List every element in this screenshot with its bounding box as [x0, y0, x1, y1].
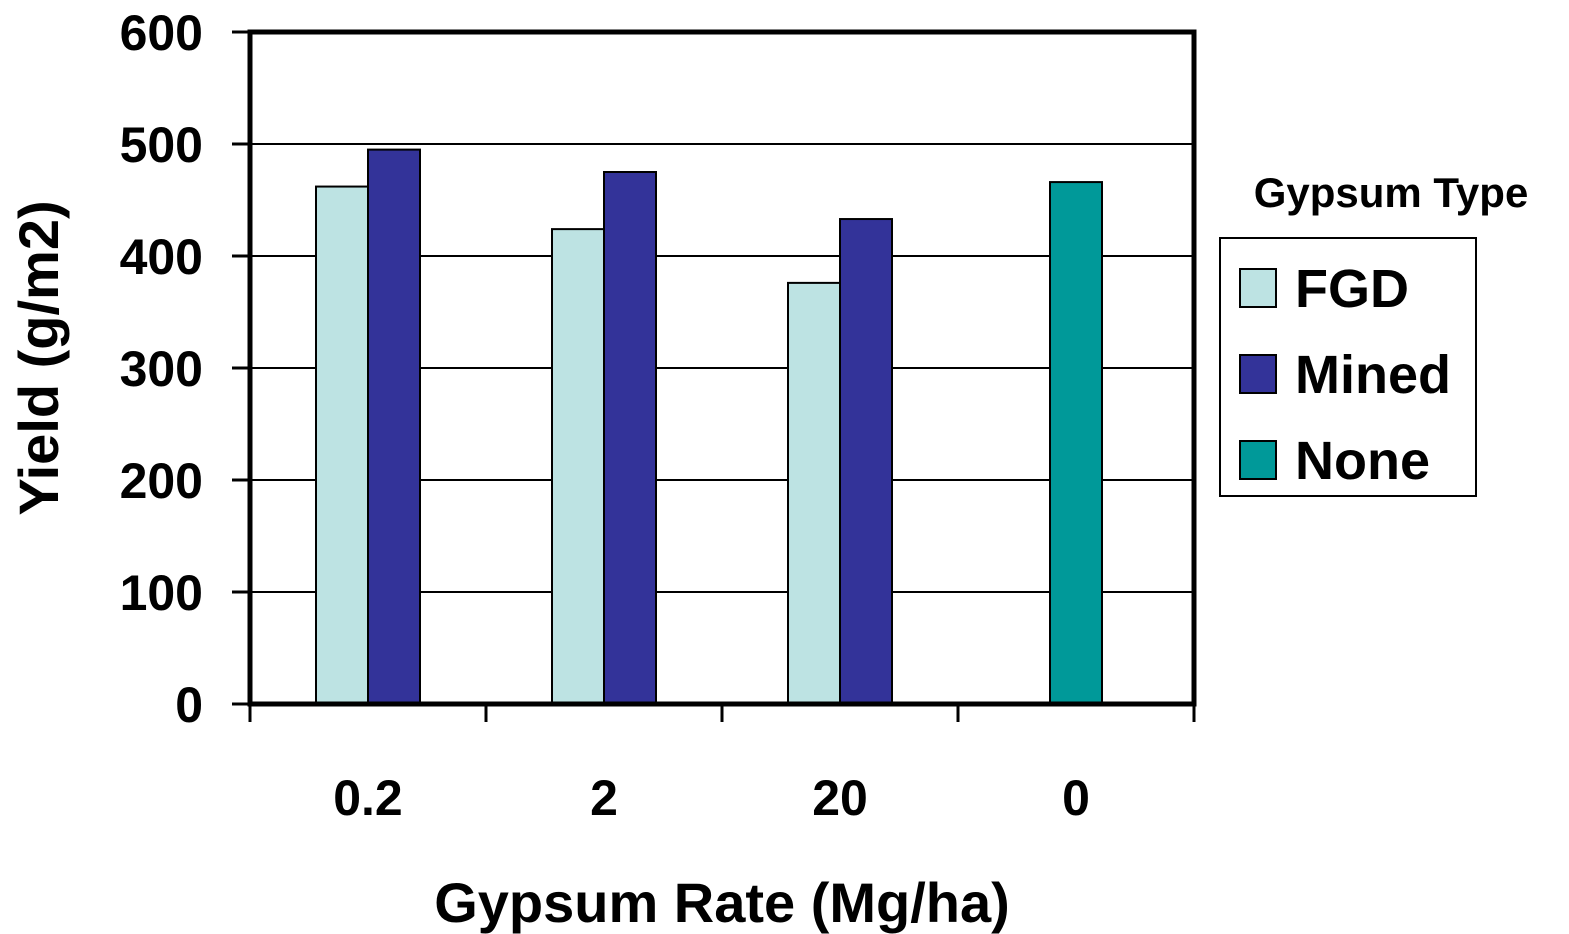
bar-none-0	[1049, 181, 1103, 705]
bar-fgd-20	[787, 281, 841, 705]
legend-label-fgd: FGD	[1295, 259, 1409, 319]
bar-mined-0.2	[367, 148, 421, 706]
y-tick-label: 400	[120, 229, 203, 285]
legend-items: FGD Mined None	[1239, 259, 1451, 491]
bars	[315, 148, 1103, 706]
x-axis-label: Gypsum Rate (Mg/ha)	[434, 871, 1010, 934]
y-tick-labels: 0 100 200 300 400 500 600	[120, 5, 203, 733]
x-tick-label: 0.2	[333, 770, 403, 826]
x-tick-label: 20	[812, 770, 868, 826]
legend-swatch-mined	[1239, 354, 1277, 394]
legend: Gypsum Type FGD Mined None	[1219, 169, 1529, 497]
bar-mined-2	[603, 171, 657, 705]
axis-ticks	[232, 30, 1196, 722]
x-tick-label: 0	[1062, 770, 1090, 826]
x-tick-label: 2	[590, 770, 618, 826]
bar-mined-20	[839, 218, 893, 705]
y-axis-label: Yield (g/m2)	[7, 200, 70, 515]
y-tick-label: 500	[120, 117, 203, 173]
y-tick-label: 200	[120, 453, 203, 509]
legend-label-none: None	[1295, 431, 1430, 491]
y-tick-label: 0	[175, 677, 203, 733]
legend-swatch-none	[1239, 440, 1277, 480]
legend-label-mined: Mined	[1295, 345, 1451, 405]
x-tick-labels: 0.2 2 20 0	[333, 770, 1090, 826]
bar-fgd-0.2	[315, 185, 369, 705]
y-tick-label: 300	[120, 341, 203, 397]
legend-title: Gypsum Type	[1254, 169, 1529, 216]
legend-swatch-fgd	[1239, 268, 1277, 308]
bar-fgd-2	[551, 228, 605, 705]
y-tick-label: 600	[120, 5, 203, 61]
y-tick-label: 100	[120, 565, 203, 621]
